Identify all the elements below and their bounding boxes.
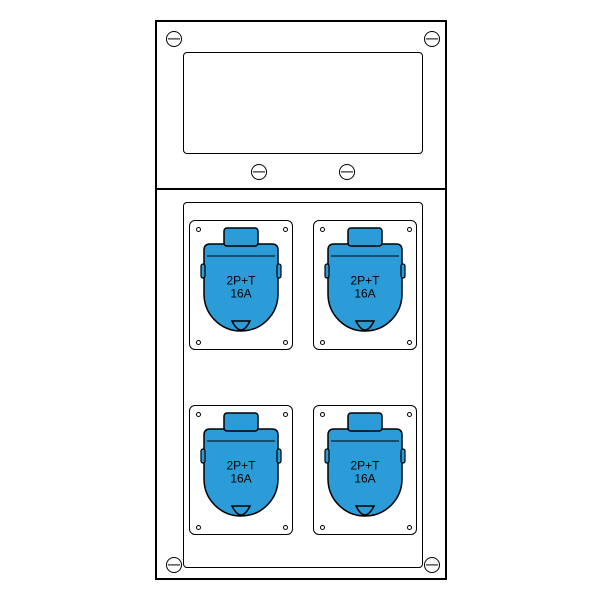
socket-rating-label: 2P+T 16A bbox=[226, 274, 255, 299]
panel-bottom-section: 2P+T 16A 2P+T 16A 2P+T 16A 2P+T 16A bbox=[157, 190, 445, 580]
panel-screw bbox=[424, 557, 440, 573]
cover-screw bbox=[251, 164, 267, 180]
socket-cell: 2P+T 16A bbox=[189, 212, 293, 357]
socket-grid: 2P+T 16A 2P+T 16A 2P+T 16A 2P+T 16A bbox=[189, 212, 417, 542]
socket-plate: 2P+T 16A bbox=[189, 220, 293, 350]
socket-rating-label: 2P+T 16A bbox=[350, 274, 379, 299]
panel-screw bbox=[166, 31, 182, 47]
socket-cell: 2P+T 16A bbox=[313, 212, 417, 357]
socket-plate: 2P+T 16A bbox=[313, 405, 417, 535]
socket-cell: 2P+T 16A bbox=[189, 397, 293, 542]
panel-screw bbox=[166, 557, 182, 573]
socket-plate: 2P+T 16A bbox=[313, 220, 417, 350]
socket-rating-label: 2P+T 16A bbox=[226, 459, 255, 484]
socket-cell: 2P+T 16A bbox=[313, 397, 417, 542]
panel-top-section bbox=[157, 22, 445, 190]
distribution-panel: 2P+T 16A 2P+T 16A 2P+T 16A 2P+T 16A bbox=[155, 20, 447, 580]
cover-screw bbox=[339, 164, 355, 180]
socket-plate: 2P+T 16A bbox=[189, 405, 293, 535]
socket-rating-label: 2P+T 16A bbox=[350, 459, 379, 484]
panel-screw bbox=[424, 31, 440, 47]
top-cover-plate bbox=[183, 52, 423, 154]
